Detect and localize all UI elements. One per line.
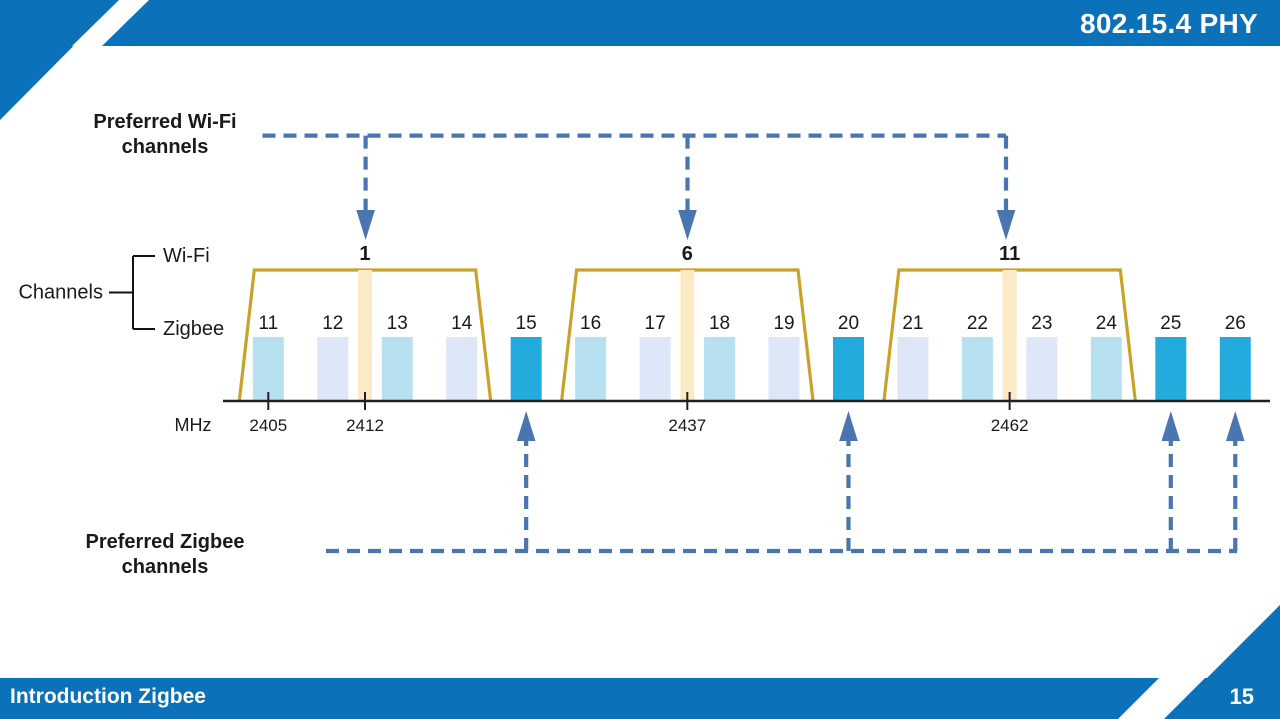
svg-text:24: 24 <box>1096 313 1118 334</box>
svg-text:14: 14 <box>451 313 473 334</box>
svg-text:20: 20 <box>838 313 859 334</box>
svg-text:11: 11 <box>258 313 278 334</box>
svg-text:2462: 2462 <box>991 416 1029 435</box>
svg-text:MHz: MHz <box>175 415 212 435</box>
svg-text:21: 21 <box>902 313 923 334</box>
svg-text:2437: 2437 <box>668 416 706 435</box>
svg-text:Wi-Fi: Wi-Fi <box>163 245 210 267</box>
svg-text:Channels: Channels <box>18 282 103 304</box>
svg-text:Zigbee: Zigbee <box>163 318 224 340</box>
svg-text:22: 22 <box>967 313 988 334</box>
svg-text:17: 17 <box>645 313 666 334</box>
svg-text:23: 23 <box>1031 313 1052 334</box>
svg-text:6: 6 <box>682 243 693 265</box>
svg-text:Preferred Zigbee: Preferred Zigbee <box>86 531 245 553</box>
svg-text:2412: 2412 <box>346 416 384 435</box>
svg-text:26: 26 <box>1225 313 1246 334</box>
svg-text:16: 16 <box>580 313 601 334</box>
svg-text:2405: 2405 <box>249 416 287 435</box>
svg-text:13: 13 <box>387 313 408 334</box>
svg-text:channels: channels <box>122 136 209 158</box>
svg-text:1: 1 <box>359 243 370 265</box>
svg-text:11: 11 <box>999 243 1020 265</box>
svg-text:18: 18 <box>709 313 730 334</box>
svg-text:19: 19 <box>773 313 794 334</box>
svg-text:25: 25 <box>1160 313 1181 334</box>
svg-text:channels: channels <box>122 556 209 578</box>
svg-text:12: 12 <box>322 313 343 334</box>
svg-text:15: 15 <box>516 313 537 334</box>
svg-text:Preferred Wi-Fi: Preferred Wi-Fi <box>93 111 236 133</box>
